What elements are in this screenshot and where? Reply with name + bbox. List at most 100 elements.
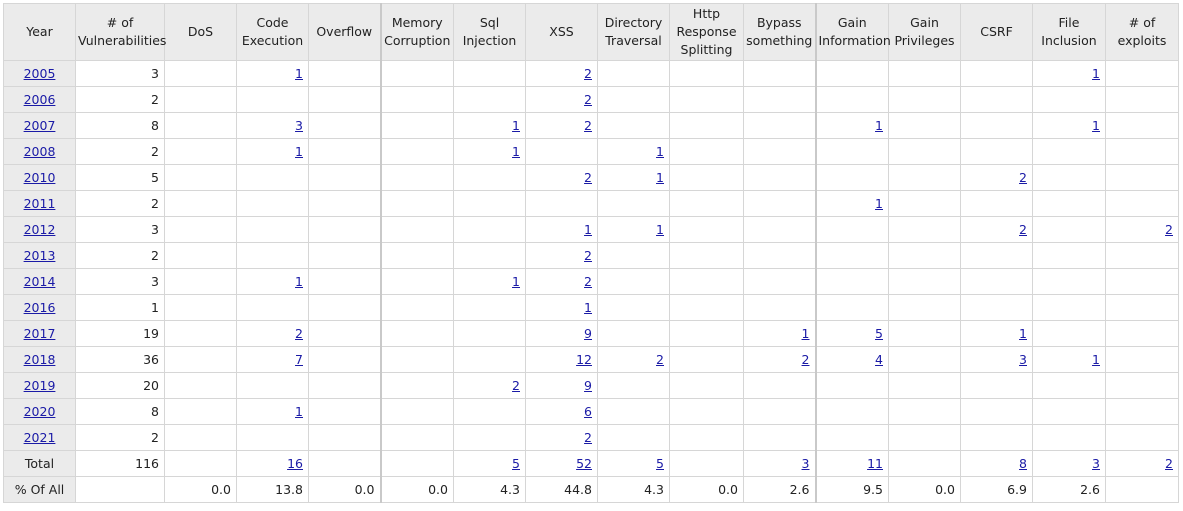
year-link[interactable]: 2010 [23, 170, 56, 185]
cell-code-exec: 1 [236, 268, 309, 295]
count-link[interactable]: 7 [295, 352, 303, 367]
count-link[interactable]: 3 [801, 456, 810, 471]
count-link[interactable]: 2 [584, 170, 592, 185]
count-link[interactable]: 1 [512, 118, 520, 133]
cell-file-inclusion [1032, 242, 1106, 269]
count-link[interactable]: 5 [656, 456, 664, 471]
cell-dos [164, 164, 237, 191]
cell-file-inclusion [1032, 398, 1106, 425]
count-link[interactable]: 2 [801, 352, 810, 367]
year-link[interactable]: 2005 [23, 66, 56, 81]
count-link[interactable]: 6 [584, 404, 592, 419]
year-link[interactable]: 2017 [23, 326, 56, 341]
cell-num-exploits [1105, 60, 1179, 87]
count-link[interactable]: 9 [584, 326, 592, 341]
cell-sql-injection [453, 60, 526, 87]
year-link[interactable]: 2021 [23, 430, 56, 445]
count-link[interactable]: 3 [295, 118, 303, 133]
cell-file-inclusion [1032, 138, 1106, 165]
col-header-dir-traversal: Directory Traversal [597, 3, 670, 61]
year-link[interactable]: 2016 [23, 300, 56, 315]
count-link[interactable]: 1 [1092, 118, 1100, 133]
count-link[interactable]: 2 [656, 352, 664, 367]
count-link[interactable]: 2 [1165, 222, 1173, 237]
cell-year: 2007 [3, 112, 76, 139]
count-link[interactable]: 1 [801, 326, 810, 341]
cell-http-resp-split [669, 320, 744, 347]
cell-csrf: 1 [960, 320, 1033, 347]
year-link[interactable]: 2006 [23, 92, 56, 107]
cell-num-exploits [1105, 320, 1179, 347]
cell-dos [164, 372, 237, 399]
count-link[interactable]: 2 [1165, 456, 1173, 471]
count-link[interactable]: 1 [584, 222, 592, 237]
count-link[interactable]: 5 [512, 456, 520, 471]
count-link[interactable]: 2 [295, 326, 303, 341]
cell-bypass: 1 [743, 320, 816, 347]
count-link[interactable]: 16 [287, 456, 303, 471]
count-link[interactable]: 5 [875, 326, 883, 341]
table-row: 2014 3 1 1 2 [3, 268, 1179, 295]
year-link[interactable]: 2019 [23, 378, 56, 393]
year-link[interactable]: 2007 [23, 118, 56, 133]
count-link[interactable]: 3 [1092, 456, 1100, 471]
count-value: 2 [151, 196, 159, 211]
cell-gain-info [814, 268, 889, 295]
year-link[interactable]: 2012 [23, 222, 56, 237]
count-link[interactable]: 8 [1019, 456, 1027, 471]
year-link[interactable]: 2018 [23, 352, 56, 367]
count-link[interactable]: 1 [295, 144, 303, 159]
count-link[interactable]: 2 [1019, 222, 1027, 237]
count-link[interactable]: 9 [584, 378, 592, 393]
count-link[interactable]: 1 [875, 196, 883, 211]
count-link[interactable]: 1 [656, 170, 664, 185]
count-link[interactable]: 2 [1019, 170, 1027, 185]
cell-dos [164, 398, 237, 425]
year-link[interactable]: 2020 [23, 404, 56, 419]
count-link[interactable]: 52 [576, 456, 592, 471]
cell-year: 2018 [3, 346, 76, 373]
count-link[interactable]: 2 [584, 274, 592, 289]
cell-gain-priv [888, 268, 961, 295]
count-link[interactable]: 1 [875, 118, 883, 133]
count-link[interactable]: 1 [295, 66, 303, 81]
count-link[interactable]: 12 [576, 352, 592, 367]
count-link[interactable]: 1 [295, 274, 303, 289]
count-link[interactable]: 2 [584, 248, 592, 263]
count-link[interactable]: 2 [584, 66, 592, 81]
count-link[interactable]: 1 [1092, 352, 1100, 367]
cell-mem-corruption [379, 372, 454, 399]
cell-xss: 52 [525, 450, 598, 477]
year-link[interactable]: 2014 [23, 274, 56, 289]
count-value: 116 [135, 456, 159, 471]
count-link[interactable]: 2 [584, 430, 592, 445]
count-link[interactable]: 1 [1092, 66, 1100, 81]
count-link[interactable]: 4 [875, 352, 883, 367]
cell-gain-info [814, 424, 889, 451]
year-link[interactable]: 2013 [23, 248, 56, 263]
count-link[interactable]: 1 [656, 144, 664, 159]
count-link[interactable]: 1 [584, 300, 592, 315]
count-link[interactable]: 1 [512, 274, 520, 289]
count-link[interactable]: 11 [867, 456, 883, 471]
count-link[interactable]: 1 [656, 222, 664, 237]
table-row: 2020 8 1 6 [3, 398, 1179, 425]
cell-sql-injection: 1 [453, 138, 526, 165]
count-link[interactable]: 2 [512, 378, 520, 393]
count-link[interactable]: 2 [584, 92, 592, 107]
year-link[interactable]: 2008 [23, 144, 56, 159]
count-value: 2 [151, 430, 159, 445]
count-link[interactable]: 1 [295, 404, 303, 419]
count-link[interactable]: 3 [1019, 352, 1027, 367]
cell-num-vulns [75, 476, 165, 503]
count-link[interactable]: 1 [1019, 326, 1027, 341]
cell-bypass: 2 [743, 346, 816, 373]
count-value: 2 [151, 248, 159, 263]
count-link[interactable]: 2 [584, 118, 592, 133]
count-value: 0.0 [935, 482, 955, 497]
cell-bypass [743, 190, 816, 217]
count-value: 13.8 [275, 482, 303, 497]
year-link[interactable]: 2011 [23, 196, 56, 211]
count-link[interactable]: 1 [512, 144, 520, 159]
cell-csrf [960, 190, 1033, 217]
